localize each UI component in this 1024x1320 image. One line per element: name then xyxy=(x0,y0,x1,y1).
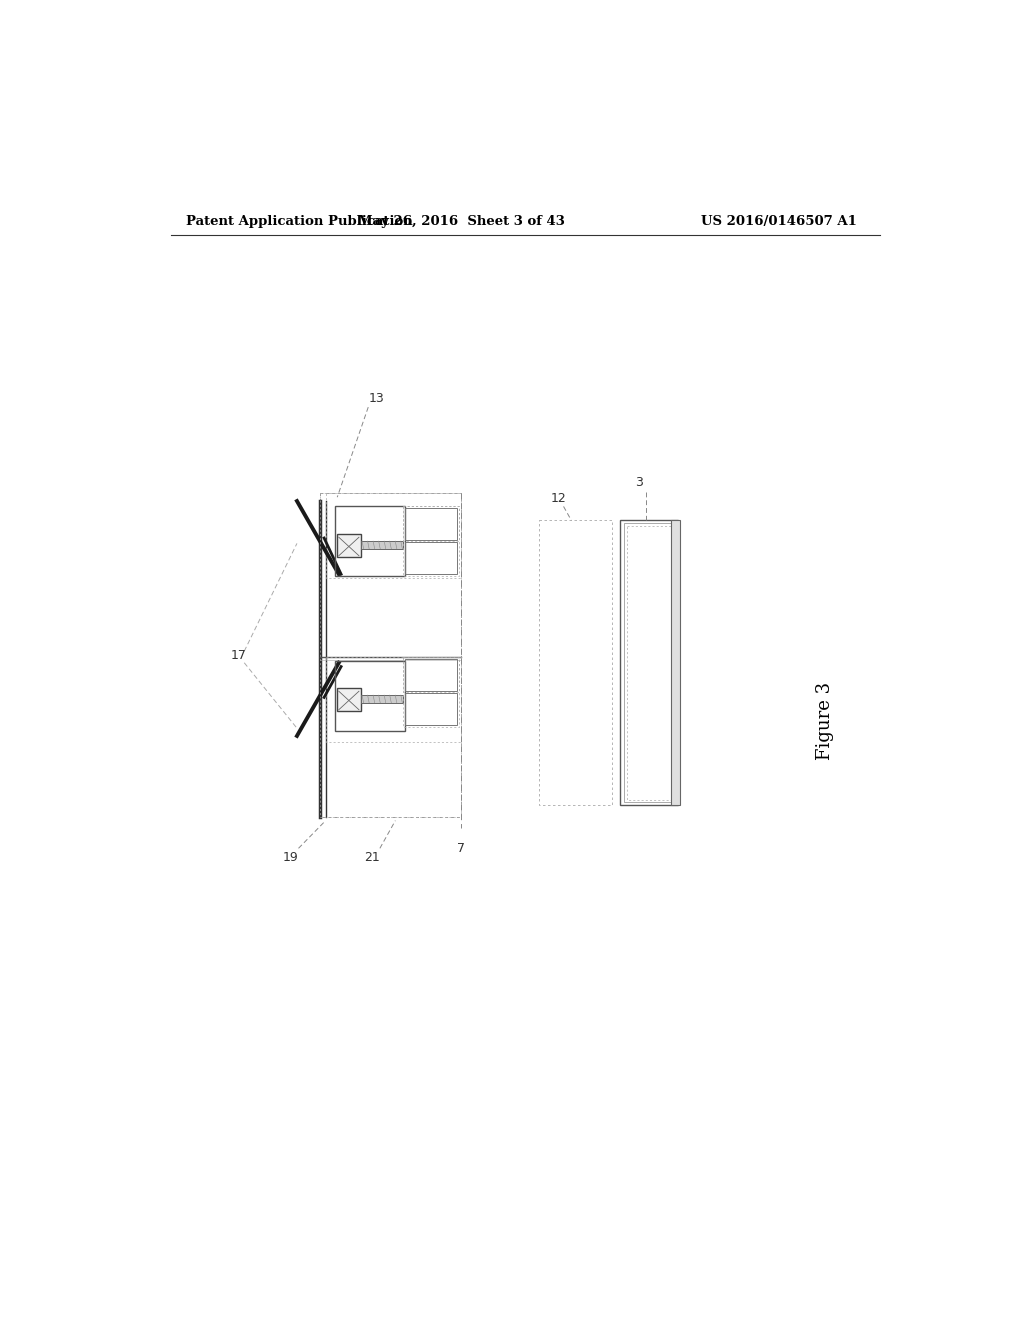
Bar xyxy=(539,520,612,805)
Bar xyxy=(335,661,404,730)
Bar xyxy=(404,508,458,540)
Text: May 26, 2016  Sheet 3 of 43: May 26, 2016 Sheet 3 of 43 xyxy=(357,215,564,228)
Text: 7: 7 xyxy=(458,842,465,855)
Text: Figure 3: Figure 3 xyxy=(816,681,835,759)
Bar xyxy=(321,494,461,817)
Bar xyxy=(624,524,675,803)
Bar xyxy=(335,507,404,576)
Text: 17: 17 xyxy=(231,648,247,661)
Bar xyxy=(360,541,403,549)
Bar xyxy=(360,696,403,702)
Bar xyxy=(326,657,461,742)
Text: 13: 13 xyxy=(369,392,384,405)
Bar xyxy=(627,525,672,800)
Text: 3: 3 xyxy=(636,477,643,490)
Text: US 2016/0146507 A1: US 2016/0146507 A1 xyxy=(700,215,856,228)
Bar xyxy=(621,520,678,805)
Text: Patent Application Publication: Patent Application Publication xyxy=(186,215,413,228)
Bar xyxy=(326,494,461,578)
Text: 12: 12 xyxy=(550,492,566,506)
Bar xyxy=(404,659,458,692)
Text: 21: 21 xyxy=(365,851,380,865)
Bar xyxy=(337,535,360,557)
Bar xyxy=(671,520,680,805)
Bar xyxy=(403,507,459,541)
Bar xyxy=(404,693,458,725)
Bar xyxy=(403,657,459,726)
Bar xyxy=(404,543,458,574)
Bar xyxy=(403,657,459,692)
Text: 19: 19 xyxy=(283,851,299,865)
Bar xyxy=(321,494,461,817)
Bar xyxy=(337,688,360,711)
Bar xyxy=(403,507,459,576)
